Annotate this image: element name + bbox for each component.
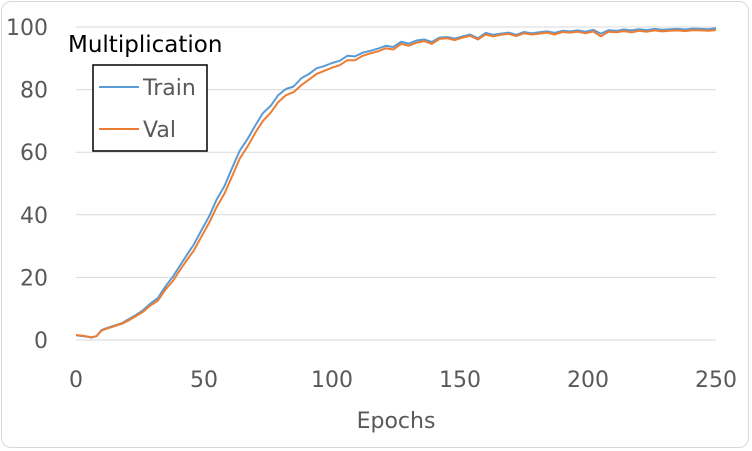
legend-label-val: Val [143,118,176,143]
y-tick-label-20: 20 [20,266,48,291]
legend-box [92,64,208,152]
x-tick-label-150: 150 [439,368,481,393]
x-axis-title: Epochs [357,409,436,434]
x-tick-label-50: 50 [190,368,218,393]
x-tick-label-100: 100 [311,368,353,393]
chart-title: Multiplication [68,32,222,58]
y-tick-label-40: 40 [20,204,48,229]
x-tick-label-200: 200 [567,368,609,393]
legend-label-train: Train [142,76,196,101]
x-axis-tick-labels: 0 50 100 150 200 250 [69,368,737,393]
y-tick-label-80: 80 [20,79,48,104]
x-tick-label-250: 250 [695,368,737,393]
y-tick-label-100: 100 [6,16,48,41]
x-tick-label-0: 0 [69,368,83,393]
legend: Train Val [92,64,208,152]
y-axis-tick-labels: 0 20 40 60 80 100 [6,16,48,354]
series-line-val [75,29,717,339]
series-line-train [75,27,717,339]
series-lines [75,27,717,339]
y-tick-label-0: 0 [34,329,48,354]
y-tick-label-60: 60 [20,141,48,166]
